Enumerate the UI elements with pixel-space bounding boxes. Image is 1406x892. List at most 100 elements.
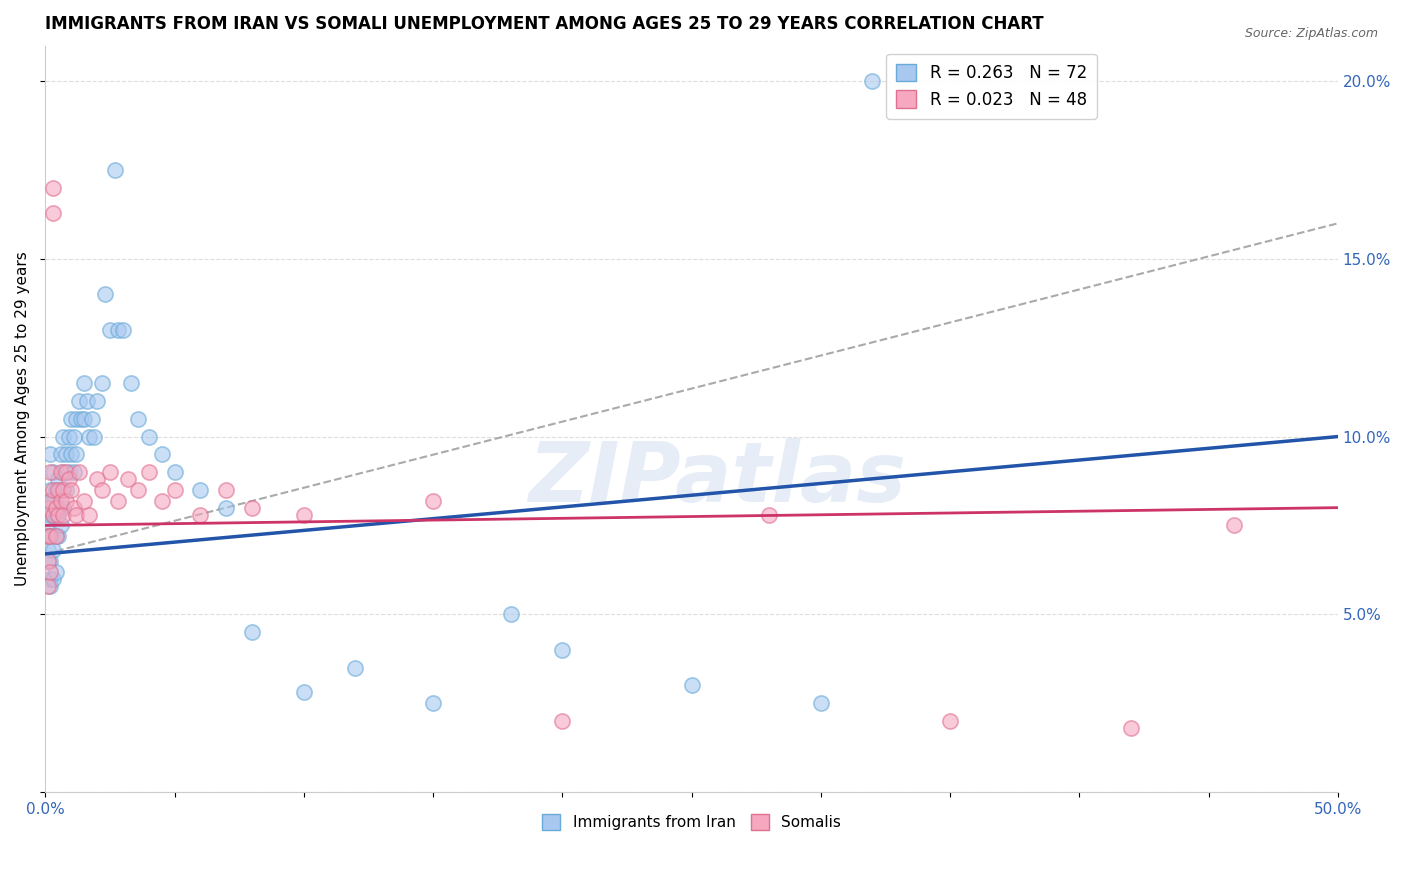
Point [76, 394, 98, 409]
Point [758, 508, 780, 522]
Point [37, 579, 59, 593]
Point [70, 412, 93, 426]
Point [49, 483, 72, 497]
Point [45, 529, 67, 543]
Point [39, 447, 62, 461]
Point [52, 508, 75, 522]
Point [67, 465, 90, 479]
Point [215, 500, 238, 515]
Point [138, 465, 160, 479]
Y-axis label: Unemployment Among Ages 25 to 29 years: Unemployment Among Ages 25 to 29 years [15, 252, 30, 586]
Point [58, 465, 80, 479]
Point [62, 429, 84, 443]
Point [240, 500, 263, 515]
Point [39, 554, 62, 568]
Point [42, 483, 65, 497]
Point [42, 529, 65, 543]
Point [52, 465, 75, 479]
Point [77, 429, 100, 443]
Point [93, 287, 115, 301]
Point [37, 529, 59, 543]
Point [42, 465, 65, 479]
Point [65, 412, 87, 426]
Point [117, 472, 139, 486]
Point [52, 500, 75, 515]
Point [49, 493, 72, 508]
Point [98, 323, 121, 337]
Point [127, 412, 149, 426]
Point [49, 465, 72, 479]
Point [77, 508, 100, 522]
Point [60, 447, 83, 461]
Point [939, 714, 962, 728]
Point [1119, 721, 1142, 735]
Point [42, 543, 65, 558]
Point [45, 508, 67, 522]
Point [37, 554, 59, 568]
Point [98, 465, 121, 479]
Point [46, 529, 69, 543]
Text: IMMIGRANTS FROM IRAN VS SOMALI UNEMPLOYMENT AMONG AGES 25 TO 29 YEARS CORRELATIO: IMMIGRANTS FROM IRAN VS SOMALI UNEMPLOYM… [45, 15, 1043, 33]
Point [65, 508, 87, 522]
Point [42, 181, 65, 195]
Point [39, 565, 62, 579]
Point [150, 447, 173, 461]
Point [42, 508, 65, 522]
Point [422, 493, 444, 508]
Point [52, 483, 75, 497]
Point [37, 493, 59, 508]
Point [42, 572, 65, 586]
Point [37, 529, 59, 543]
Point [52, 429, 75, 443]
Point [107, 323, 129, 337]
Text: ZIPatlas: ZIPatlas [529, 438, 907, 519]
Point [292, 508, 315, 522]
Point [46, 508, 69, 522]
Point [163, 465, 186, 479]
Point [39, 493, 62, 508]
Point [39, 529, 62, 543]
Point [46, 472, 69, 486]
Point [86, 394, 108, 409]
Point [292, 685, 315, 699]
Point [58, 429, 80, 443]
Point [62, 500, 84, 515]
Point [42, 205, 65, 219]
Point [681, 678, 703, 692]
Point [45, 565, 67, 579]
Point [37, 518, 59, 533]
Point [45, 529, 67, 543]
Point [65, 447, 87, 461]
Point [67, 394, 90, 409]
Point [551, 714, 574, 728]
Point [104, 163, 127, 178]
Point [37, 554, 59, 568]
Point [215, 483, 238, 497]
Point [60, 412, 83, 426]
Point [107, 493, 129, 508]
Point [80, 412, 103, 426]
Point [91, 483, 114, 497]
Text: Source: ZipAtlas.com: Source: ZipAtlas.com [1244, 27, 1378, 40]
Point [422, 696, 444, 710]
Point [62, 465, 84, 479]
Point [83, 429, 105, 443]
Point [91, 376, 114, 391]
Point [45, 483, 67, 497]
Point [37, 543, 59, 558]
Point [73, 412, 96, 426]
Point [111, 323, 134, 337]
Point [49, 518, 72, 533]
Point [499, 607, 522, 622]
Point [39, 579, 62, 593]
Point [862, 74, 884, 88]
Point [55, 483, 77, 497]
Point [73, 376, 96, 391]
Point [150, 493, 173, 508]
Point [39, 572, 62, 586]
Point [73, 493, 96, 508]
Point [240, 625, 263, 640]
Point [551, 642, 574, 657]
Point [1223, 518, 1246, 533]
Legend: Immigrants from Iran, Somalis: Immigrants from Iran, Somalis [536, 808, 848, 837]
